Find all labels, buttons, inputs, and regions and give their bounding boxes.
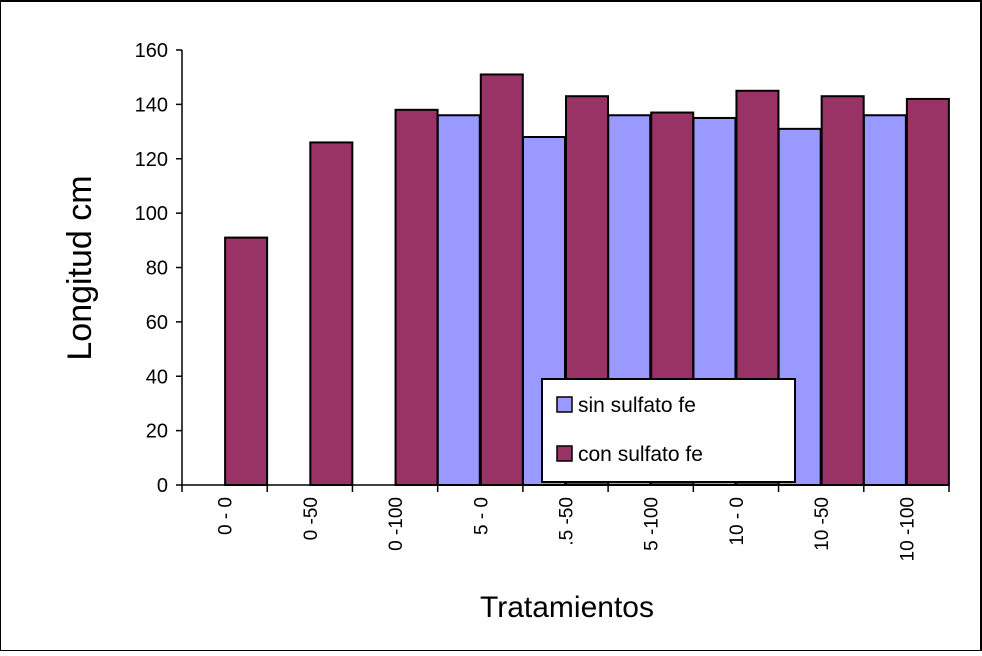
x-tick-label: .5 -50 [557,497,578,546]
y-tick-label: 140 [135,94,168,116]
bar-sin-8 [862,114,907,486]
y-tick-label: 100 [135,203,168,225]
bar-con-1 [309,141,354,486]
legend-swatch-sin [556,396,573,413]
y-tick-label: 20 [146,421,168,443]
legend-swatch-con [556,445,573,462]
y-tick-label: 40 [146,366,168,388]
x-tick-label: 5 - 0 [471,497,492,535]
bar-sin-3 [436,114,481,486]
bar-con-3 [479,73,524,486]
x-tick-label: 10 -100 [897,497,918,561]
x-tick-label: 10 -50 [812,497,833,551]
x-tick-label: 0 - 0 [216,497,237,535]
bar-con-2 [394,108,439,486]
legend-label-con: con sulfato fe [578,443,703,466]
y-axis-label: Longitud cm [61,175,99,360]
bar-con-0 [224,236,269,486]
x-tick-label: 0 -100 [386,497,407,551]
x-tick-label: 10 - 0 [727,497,748,546]
plot-area: 0 20 40 60 80 100 120 140 160 0 - 0 0 -50 0 -100 5 -… [135,40,950,561]
x-axis-label: Tratamientos [480,591,654,624]
bar-con-8 [905,97,950,486]
legend: sin sulfato fe con sulfato fe [541,378,796,483]
y-tick-label: 160 [135,40,168,62]
y-tick-label: 60 [146,312,168,334]
y-tick-label: 120 [135,149,168,171]
legend-label-sin: sin sulfato fe [578,394,696,417]
x-tick-label: 0 -50 [301,497,322,540]
legend-box [541,378,796,483]
bar-con-7 [820,95,865,486]
y-tick-label: 0 [157,475,168,497]
y-tick-label: 80 [146,258,168,280]
x-tick-label: 5 -100 [642,497,663,551]
